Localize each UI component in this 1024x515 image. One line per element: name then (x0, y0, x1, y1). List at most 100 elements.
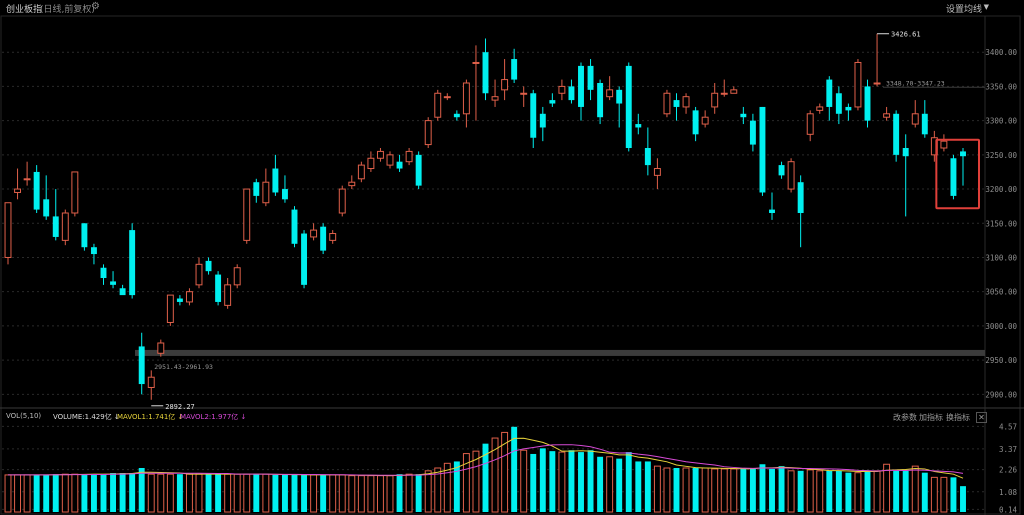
volume-bar-down (902, 470, 909, 512)
price-tick-label: 3300.00 (985, 117, 1017, 126)
volume-bar-up (682, 467, 690, 513)
volume-bar-down (482, 443, 489, 512)
volume-bar-down (530, 453, 537, 512)
volume-bar-down (301, 474, 308, 512)
volume-bar-down (960, 486, 966, 512)
candle-body-down (960, 151, 966, 157)
candle-body-up (224, 284, 232, 306)
volume-bar-up (357, 475, 365, 513)
candle-body-down (778, 165, 785, 176)
candle-body-up (806, 113, 814, 135)
candle-body-down (453, 113, 460, 118)
candle-body-up (491, 96, 499, 101)
volume-bar-down (635, 461, 642, 512)
price-tick-label: 3000.00 (985, 322, 1017, 331)
gear-icon[interactable]: ⚙ (91, 1, 100, 12)
volume-tick-label: 2.26 (999, 466, 1018, 475)
candle-body-down (597, 83, 604, 118)
candle-body-down (549, 100, 556, 104)
close-icon[interactable]: ✕ (976, 412, 987, 423)
volume-bar-up (873, 470, 881, 513)
volume-bar-down (511, 426, 518, 512)
candle-body-up (730, 89, 738, 94)
volume-bar-down (597, 456, 604, 512)
candle-body-down (33, 171, 40, 210)
switch-indicator-button[interactable]: 换指标 (946, 413, 970, 422)
candle-body-down (835, 93, 842, 114)
volume-bar-up (348, 475, 356, 513)
candle-body-down (578, 65, 584, 107)
candle-body-up (348, 181, 356, 187)
price-tick-label: 3150.00 (985, 219, 1017, 228)
volume-bar-up (434, 467, 442, 513)
high-price-label: 3426.61 (891, 31, 921, 39)
volume-bar-down (549, 451, 556, 512)
volume-bar-down (587, 450, 594, 512)
volume-bar-down (769, 468, 775, 512)
price-tick-label: 3250.00 (985, 151, 1017, 160)
candle-body-up (147, 376, 155, 388)
vol-indicator-label[interactable]: VOL(5,10) (6, 412, 42, 420)
candle-body-up (185, 291, 193, 303)
volume-bar-up (806, 469, 814, 513)
volume-bar-down (52, 474, 59, 512)
right-range-label: 3348.70-3347.23 (886, 79, 945, 87)
volume-bar-down (950, 477, 957, 512)
ma-settings-button[interactable]: 设置均线 (945, 5, 982, 15)
volume-bar-up (606, 456, 614, 513)
chevron-down-icon[interactable]: ▼ (983, 3, 989, 11)
candle-body-down (396, 161, 403, 169)
candle-body-up (166, 294, 174, 323)
mavol2-line (8, 444, 964, 476)
volume-bar-up (911, 465, 919, 513)
left-range-label: 2951.43-2961.93 (154, 363, 213, 371)
volume-bar-up (558, 451, 566, 513)
volume-value: VOLUME:1.429亿 ↓ (53, 413, 120, 421)
volume-bar-up (243, 473, 251, 513)
candle-body-down (138, 346, 145, 385)
add-indicator-button[interactable]: 加指标 (919, 413, 943, 422)
volume-bar-down (281, 474, 288, 512)
volume-bar-down (253, 474, 260, 512)
volume-bar-down (81, 474, 88, 512)
candle-body-down (253, 182, 260, 196)
candle-body-up (911, 113, 919, 125)
volume-bar-up (310, 474, 318, 513)
price-tick-label: 2950.00 (985, 356, 1017, 365)
volume-bar-down (415, 474, 422, 512)
candle-body-up (61, 212, 69, 241)
volume-bar-down (797, 470, 804, 512)
volume-bar-down (864, 470, 871, 512)
volume-bar-down (845, 472, 852, 512)
volume-bar-up (376, 475, 384, 513)
candle-body-up (310, 229, 318, 238)
candle-body-down (921, 113, 928, 135)
volume-bar-up (443, 462, 451, 513)
candle-body-down (415, 154, 422, 186)
volume-bar-up (262, 473, 270, 513)
candle-body-up (367, 157, 375, 170)
candle-body-down (769, 209, 775, 213)
candle-body-down (797, 182, 804, 213)
volume-bar-down (272, 474, 279, 512)
volume-bar-down (644, 461, 651, 512)
volume-bar-down (138, 468, 145, 512)
candle-body-down (205, 260, 212, 272)
volume-bar-up (730, 468, 738, 513)
change-params-button[interactable]: 改参数 (893, 413, 917, 422)
candle-body-down (90, 247, 97, 255)
volume-bar-down (835, 470, 842, 512)
volume-bar-up (14, 474, 22, 513)
volume-bar-up (663, 467, 671, 513)
volume-tick-label: 0.14 (999, 505, 1018, 514)
candle-body-down (616, 89, 623, 104)
volume-bar-down (320, 474, 327, 512)
candle-body-down (673, 100, 680, 107)
volume-bar-up (424, 470, 432, 513)
candle-body-up (701, 116, 709, 125)
volume-bar-up (233, 473, 241, 513)
volume-bar-up (720, 468, 728, 513)
volume-tick-label: 3.37 (999, 445, 1017, 454)
volume-bar-down (215, 474, 222, 512)
volume-bar-up (329, 474, 337, 513)
